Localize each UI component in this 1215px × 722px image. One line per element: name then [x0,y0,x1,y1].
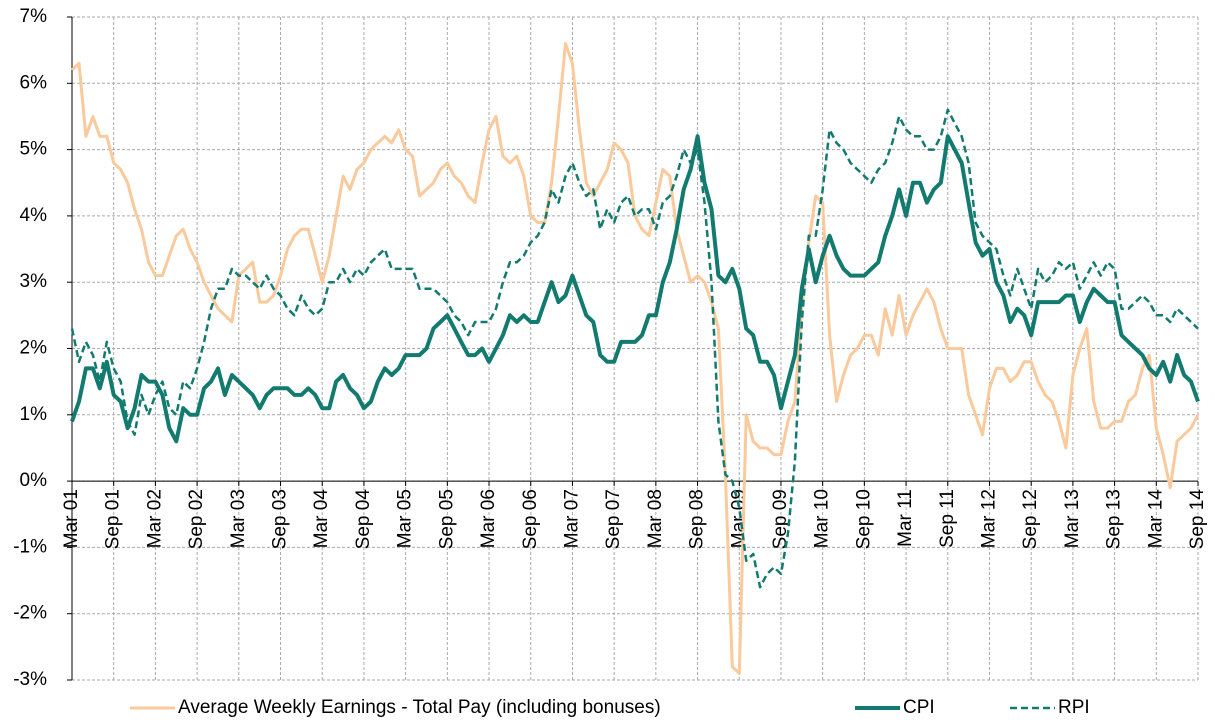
x-tick-label: Sep 14 [1187,489,1208,550]
series-line [70,108,1199,589]
x-tick-label: Mar 06 [478,489,499,548]
y-tick-label: 7% [20,6,48,27]
legend-label: Average Weekly Earnings - Total Pay (inc… [178,697,661,718]
y-tick-label: -3% [13,669,47,690]
y-tick-label: 0% [20,470,48,491]
x-tick-label: Sep 05 [436,489,457,549]
y-tick-label: 6% [20,72,48,93]
x-tick-label: Sep 13 [1104,489,1125,549]
x-tick-label: Sep 04 [353,489,374,550]
x-tick-label: Sep 08 [687,489,708,549]
y-tick-label: 4% [20,205,48,226]
x-tick-label: Mar 08 [645,489,666,548]
y-tick-label: -2% [13,603,47,624]
x-tick-label: Mar 10 [812,489,833,548]
x-tick-label: Mar 09 [728,489,749,548]
x-tick-label: Mar 11 [895,489,916,547]
x-tick-label: Mar 13 [1062,489,1083,548]
x-tick-label: Mar 07 [561,489,582,548]
series-line [70,134,1200,444]
x-tick-label: Mar 03 [228,489,249,548]
x-tick-label: Sep 03 [270,489,291,549]
x-tick-label: Sep 01 [103,489,124,549]
series-line [70,42,1200,675]
x-tick-label: Sep 11 [937,489,958,548]
x-tick-label: Sep 07 [603,489,624,549]
x-tick-label: Sep 09 [770,489,791,549]
y-tick-label: -1% [13,536,47,557]
x-tick-label: Mar 14 [1145,489,1166,549]
x-tick-label: Sep 02 [186,489,207,549]
legend-label: CPI [903,697,935,718]
y-tick-label: 5% [20,139,48,160]
legend-label: RPI [1058,697,1090,718]
x-tick-label: Mar 02 [144,489,165,548]
x-tick-label: Mar 05 [395,489,416,548]
x-tick-label: Sep 12 [1020,489,1041,549]
x-tick-label: Mar 12 [978,489,999,548]
y-tick-label: 2% [20,338,48,359]
y-tick-label: 1% [20,404,48,425]
y-tick-label: 3% [20,271,48,292]
x-tick-label: Sep 06 [520,489,541,549]
x-tick-label: Mar 04 [311,489,332,549]
x-tick-label: Sep 10 [853,489,874,549]
